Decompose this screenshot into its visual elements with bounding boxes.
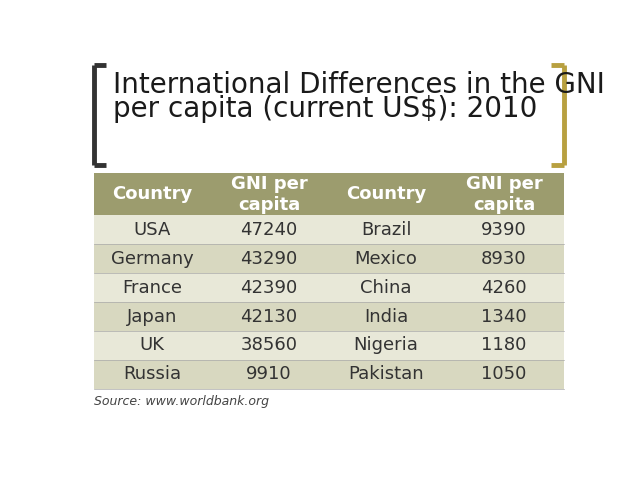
Text: International Differences in the GNI: International Differences in the GNI — [113, 72, 604, 99]
Text: Nigeria: Nigeria — [354, 336, 419, 354]
Bar — [444, 244, 564, 273]
Text: USA: USA — [133, 221, 171, 239]
Bar — [444, 360, 564, 389]
Text: 1180: 1180 — [481, 336, 527, 354]
Bar — [210, 302, 328, 331]
Text: Russia: Russia — [123, 365, 181, 383]
Text: 38560: 38560 — [241, 336, 298, 354]
Bar — [210, 331, 328, 360]
Text: India: India — [364, 308, 408, 325]
Text: 4260: 4260 — [481, 278, 527, 297]
Text: Brazil: Brazil — [361, 221, 412, 239]
Text: France: France — [122, 278, 182, 297]
Text: GNI per
capita: GNI per capita — [465, 175, 542, 214]
Text: Pakistan: Pakistan — [348, 365, 424, 383]
Text: Mexico: Mexico — [355, 250, 417, 268]
Text: Japan: Japan — [127, 308, 177, 325]
Bar — [210, 273, 328, 302]
Text: 47240: 47240 — [241, 221, 298, 239]
Bar — [94, 173, 210, 216]
Text: 9390: 9390 — [481, 221, 527, 239]
Text: 1340: 1340 — [481, 308, 527, 325]
Bar — [94, 331, 210, 360]
Text: GNI per
capita: GNI per capita — [231, 175, 307, 214]
Bar — [328, 216, 444, 244]
Bar — [328, 173, 444, 216]
Bar — [328, 331, 444, 360]
Bar — [328, 273, 444, 302]
Bar — [328, 360, 444, 389]
Text: 42130: 42130 — [241, 308, 298, 325]
Bar — [328, 302, 444, 331]
Text: 1050: 1050 — [481, 365, 527, 383]
Text: China: China — [360, 278, 412, 297]
Bar — [94, 302, 210, 331]
Text: 43290: 43290 — [241, 250, 298, 268]
Text: Germany: Germany — [111, 250, 193, 268]
Text: UK: UK — [140, 336, 164, 354]
Bar — [444, 331, 564, 360]
Bar — [210, 216, 328, 244]
Text: Country: Country — [346, 185, 426, 203]
Bar — [94, 360, 210, 389]
Bar — [210, 360, 328, 389]
Bar — [328, 244, 444, 273]
Bar — [210, 173, 328, 216]
Text: Source: www.worldbank.org: Source: www.worldbank.org — [94, 395, 269, 408]
Bar — [444, 216, 564, 244]
Bar — [444, 302, 564, 331]
Bar — [444, 173, 564, 216]
Bar — [94, 216, 210, 244]
Bar — [94, 244, 210, 273]
Text: 8930: 8930 — [481, 250, 527, 268]
Bar — [444, 273, 564, 302]
Bar — [210, 244, 328, 273]
Text: 42390: 42390 — [241, 278, 298, 297]
Text: Country: Country — [112, 185, 192, 203]
Text: per capita (current US$): 2010: per capita (current US$): 2010 — [113, 95, 537, 122]
Bar — [94, 273, 210, 302]
Text: 9910: 9910 — [246, 365, 292, 383]
